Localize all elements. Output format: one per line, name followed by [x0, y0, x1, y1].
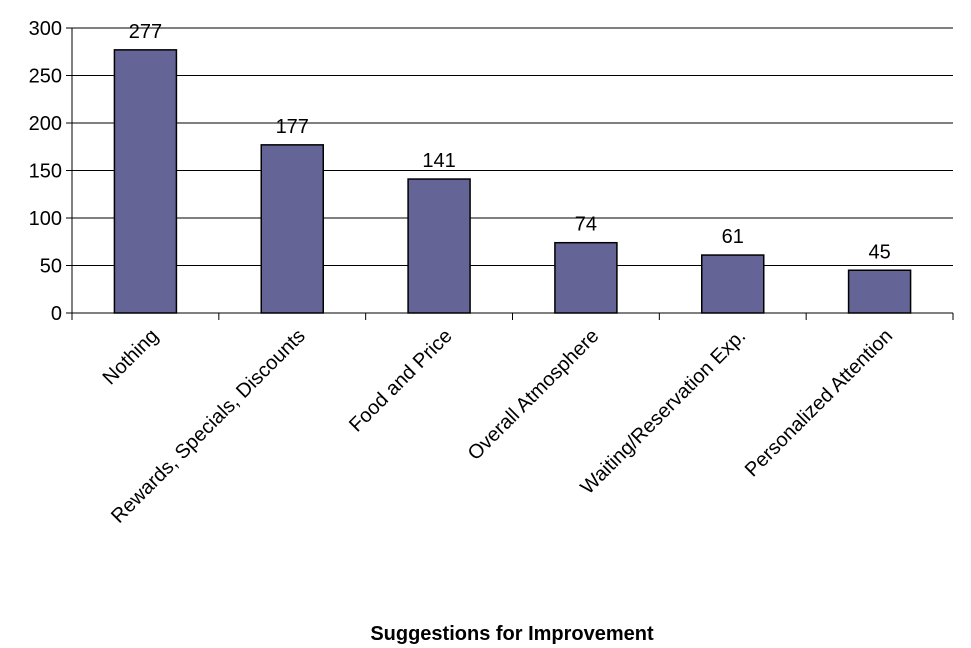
y-tick-label: 300	[29, 18, 62, 40]
category-label: Overall Atmosphere	[464, 325, 604, 465]
bar	[702, 255, 764, 313]
category-label: Personalized Attention	[741, 325, 897, 481]
category-label: Waiting/Reservation Exp.	[576, 325, 750, 499]
x-axis-title: Suggestions for Improvement	[370, 623, 654, 645]
data-label: 45	[868, 241, 890, 263]
y-tick-label: 200	[29, 113, 62, 135]
y-tick-label: 100	[29, 208, 62, 230]
axes	[66, 28, 953, 320]
category-label: Nothing	[99, 325, 163, 389]
data-label: 141	[422, 150, 455, 172]
data-label: 177	[276, 116, 309, 138]
y-tick-label: 250	[29, 66, 62, 88]
y-tick-label: 0	[51, 303, 62, 325]
bar	[261, 145, 323, 313]
data-label: 277	[129, 21, 162, 43]
bar	[849, 270, 911, 313]
y-tick-label: 150	[29, 161, 62, 183]
bars	[114, 50, 910, 313]
data-label: 61	[722, 226, 744, 248]
y-tick-label: 50	[40, 256, 62, 278]
category-label: Food and Price	[345, 325, 456, 436]
gridlines	[72, 28, 953, 266]
bar	[555, 243, 617, 313]
bar	[114, 50, 176, 313]
bar	[408, 179, 470, 313]
data-label: 74	[575, 214, 597, 236]
